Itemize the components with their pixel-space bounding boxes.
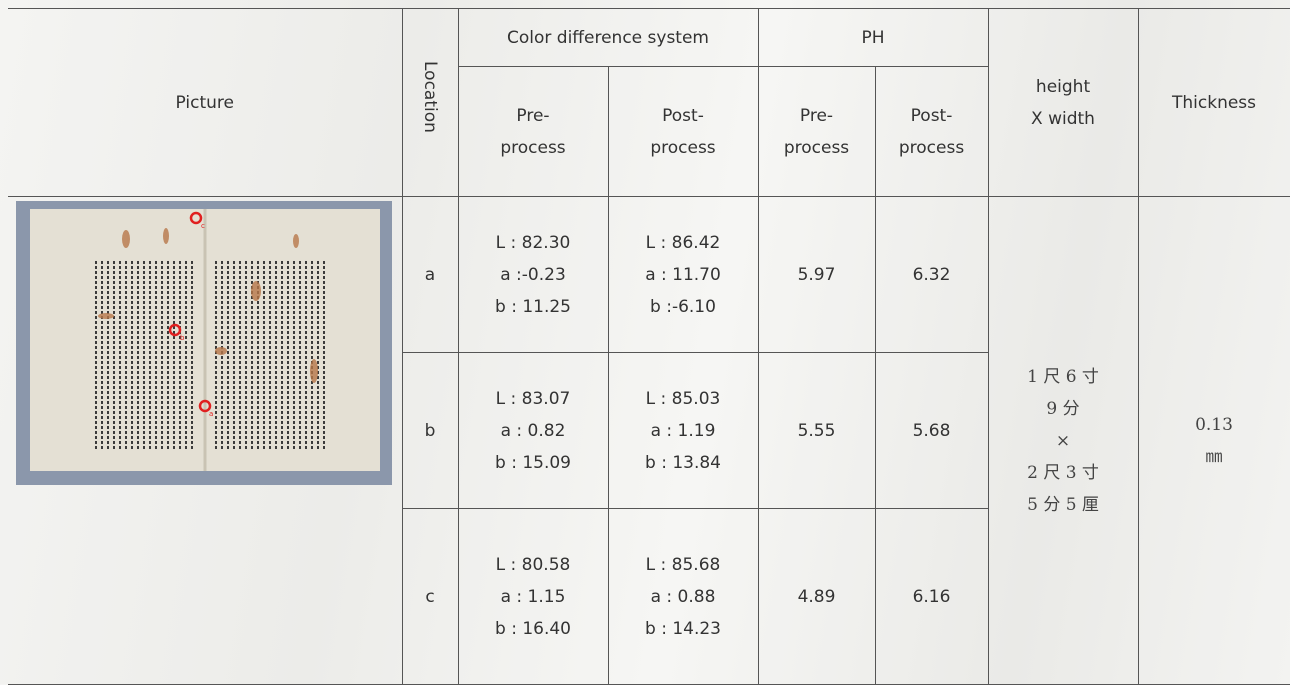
text-line: height (1035, 76, 1091, 97)
header-text: Color difference system (507, 27, 709, 48)
location: a (424, 264, 436, 285)
text-line: b : 14.23 (645, 618, 721, 639)
text-line: L : 82.30 (495, 232, 571, 253)
text-line: L : 86.42 (645, 232, 721, 253)
text-line: b : 16.40 (495, 618, 571, 639)
text-line: b : 11.25 (495, 296, 571, 317)
header-cell: Post-process (874, 66, 989, 197)
text-line: a :-0.23 (500, 264, 566, 285)
text-line: process (650, 137, 716, 158)
color-cell: L : 80.58 a : 1.15 b : 16.40 (457, 508, 609, 685)
text-line: Pre- (516, 105, 550, 126)
text-line: b : 13.84 (645, 452, 721, 473)
text-line: L : 85.03 (645, 388, 721, 409)
location-cell: a (401, 196, 459, 353)
ph-value: 6.16 (912, 586, 951, 607)
text-line: a : 1.15 (500, 586, 566, 607)
picture-cell: c b a (8, 196, 403, 685)
text-line: 1 尺 6 寸 (1027, 366, 1099, 387)
text-line: 2 尺 3 寸 (1027, 462, 1099, 483)
location-cell: b (402, 352, 459, 509)
document-photo: c b a (16, 201, 392, 485)
ph-cell: 5.68 (874, 352, 989, 509)
color-cell: L : 82.30 a :-0.23 b : 11.25 (457, 196, 609, 353)
header-cell: height X width (987, 8, 1139, 197)
text-line: b : 15.09 (495, 452, 571, 473)
header-text: PH (861, 27, 885, 48)
ph-cell: 6.16 (874, 508, 989, 685)
text-line: process (898, 137, 965, 158)
header-cell: Pre-process (458, 66, 609, 197)
ph-cell: 6.32 (874, 196, 989, 353)
header-cell: Location (401, 8, 459, 197)
marker-label: b (180, 334, 185, 342)
text-line: 5 分 5 厘 (1027, 494, 1099, 515)
text-line: b :-6.10 (650, 296, 716, 317)
ph-value: 5.68 (912, 420, 951, 441)
location: c (425, 586, 435, 607)
header-text: Picture (175, 92, 234, 113)
text-line: 0.13 (1195, 414, 1233, 435)
location: b (424, 420, 436, 441)
text-line: a : 1.19 (650, 420, 716, 441)
marker-label: a (209, 410, 213, 418)
text-line: a : 0.82 (500, 420, 566, 441)
header-text: Location (420, 61, 440, 133)
header-cell: PH (757, 8, 989, 67)
text-line: 9 分 (1046, 398, 1080, 419)
ph-value: 6.32 (912, 264, 951, 285)
text-line: L : 80.58 (495, 554, 571, 575)
marker-label: c (201, 222, 205, 230)
ph-cell: 4.89 (757, 508, 876, 685)
data-table: Picture Location Color difference system… (8, 8, 1290, 685)
location-cell: c (402, 508, 459, 685)
text-line: L : 85.68 (645, 554, 721, 575)
ph-value: 4.89 (797, 586, 836, 607)
color-cell: L : 85.03 a : 1.19 b : 13.84 (607, 352, 759, 509)
text-line: Post- (910, 105, 953, 126)
text-line: Post- (662, 105, 704, 126)
text-line: process (783, 137, 850, 158)
text-line: L : 83.07 (495, 388, 571, 409)
text-line: ㎜ (1205, 446, 1223, 467)
header-cell: Color difference system (457, 8, 759, 67)
header-cell: Thickness (1137, 8, 1290, 197)
text-line: X width (1031, 108, 1095, 129)
header-text: Thickness (1172, 92, 1257, 113)
thickness-cell: 0.13 ㎜ (1137, 196, 1290, 685)
text-line: × (1055, 430, 1071, 451)
header-cell: Picture (8, 8, 403, 197)
color-cell: L : 83.07 a : 0.82 b : 15.09 (457, 352, 609, 509)
text-line: process (500, 137, 566, 158)
ph-cell: 5.97 (757, 196, 876, 353)
color-cell: L : 86.42 a : 11.70 b :-6.10 (607, 196, 759, 353)
text-line: a : 11.70 (645, 264, 721, 285)
ph-cell: 5.55 (757, 352, 876, 509)
ph-value: 5.55 (797, 420, 836, 441)
header-cell: Post-process (607, 66, 759, 197)
text-line: a : 0.88 (650, 586, 716, 607)
ph-value: 5.97 (797, 264, 836, 285)
text-line: Pre- (799, 105, 834, 126)
size-cell: 1 尺 6 寸 9 分 × 2 尺 3 寸 5 分 5 厘 (987, 196, 1139, 685)
color-cell: L : 85.68 a : 0.88 b : 14.23 (607, 508, 759, 685)
header-cell: Pre-process (757, 66, 876, 197)
